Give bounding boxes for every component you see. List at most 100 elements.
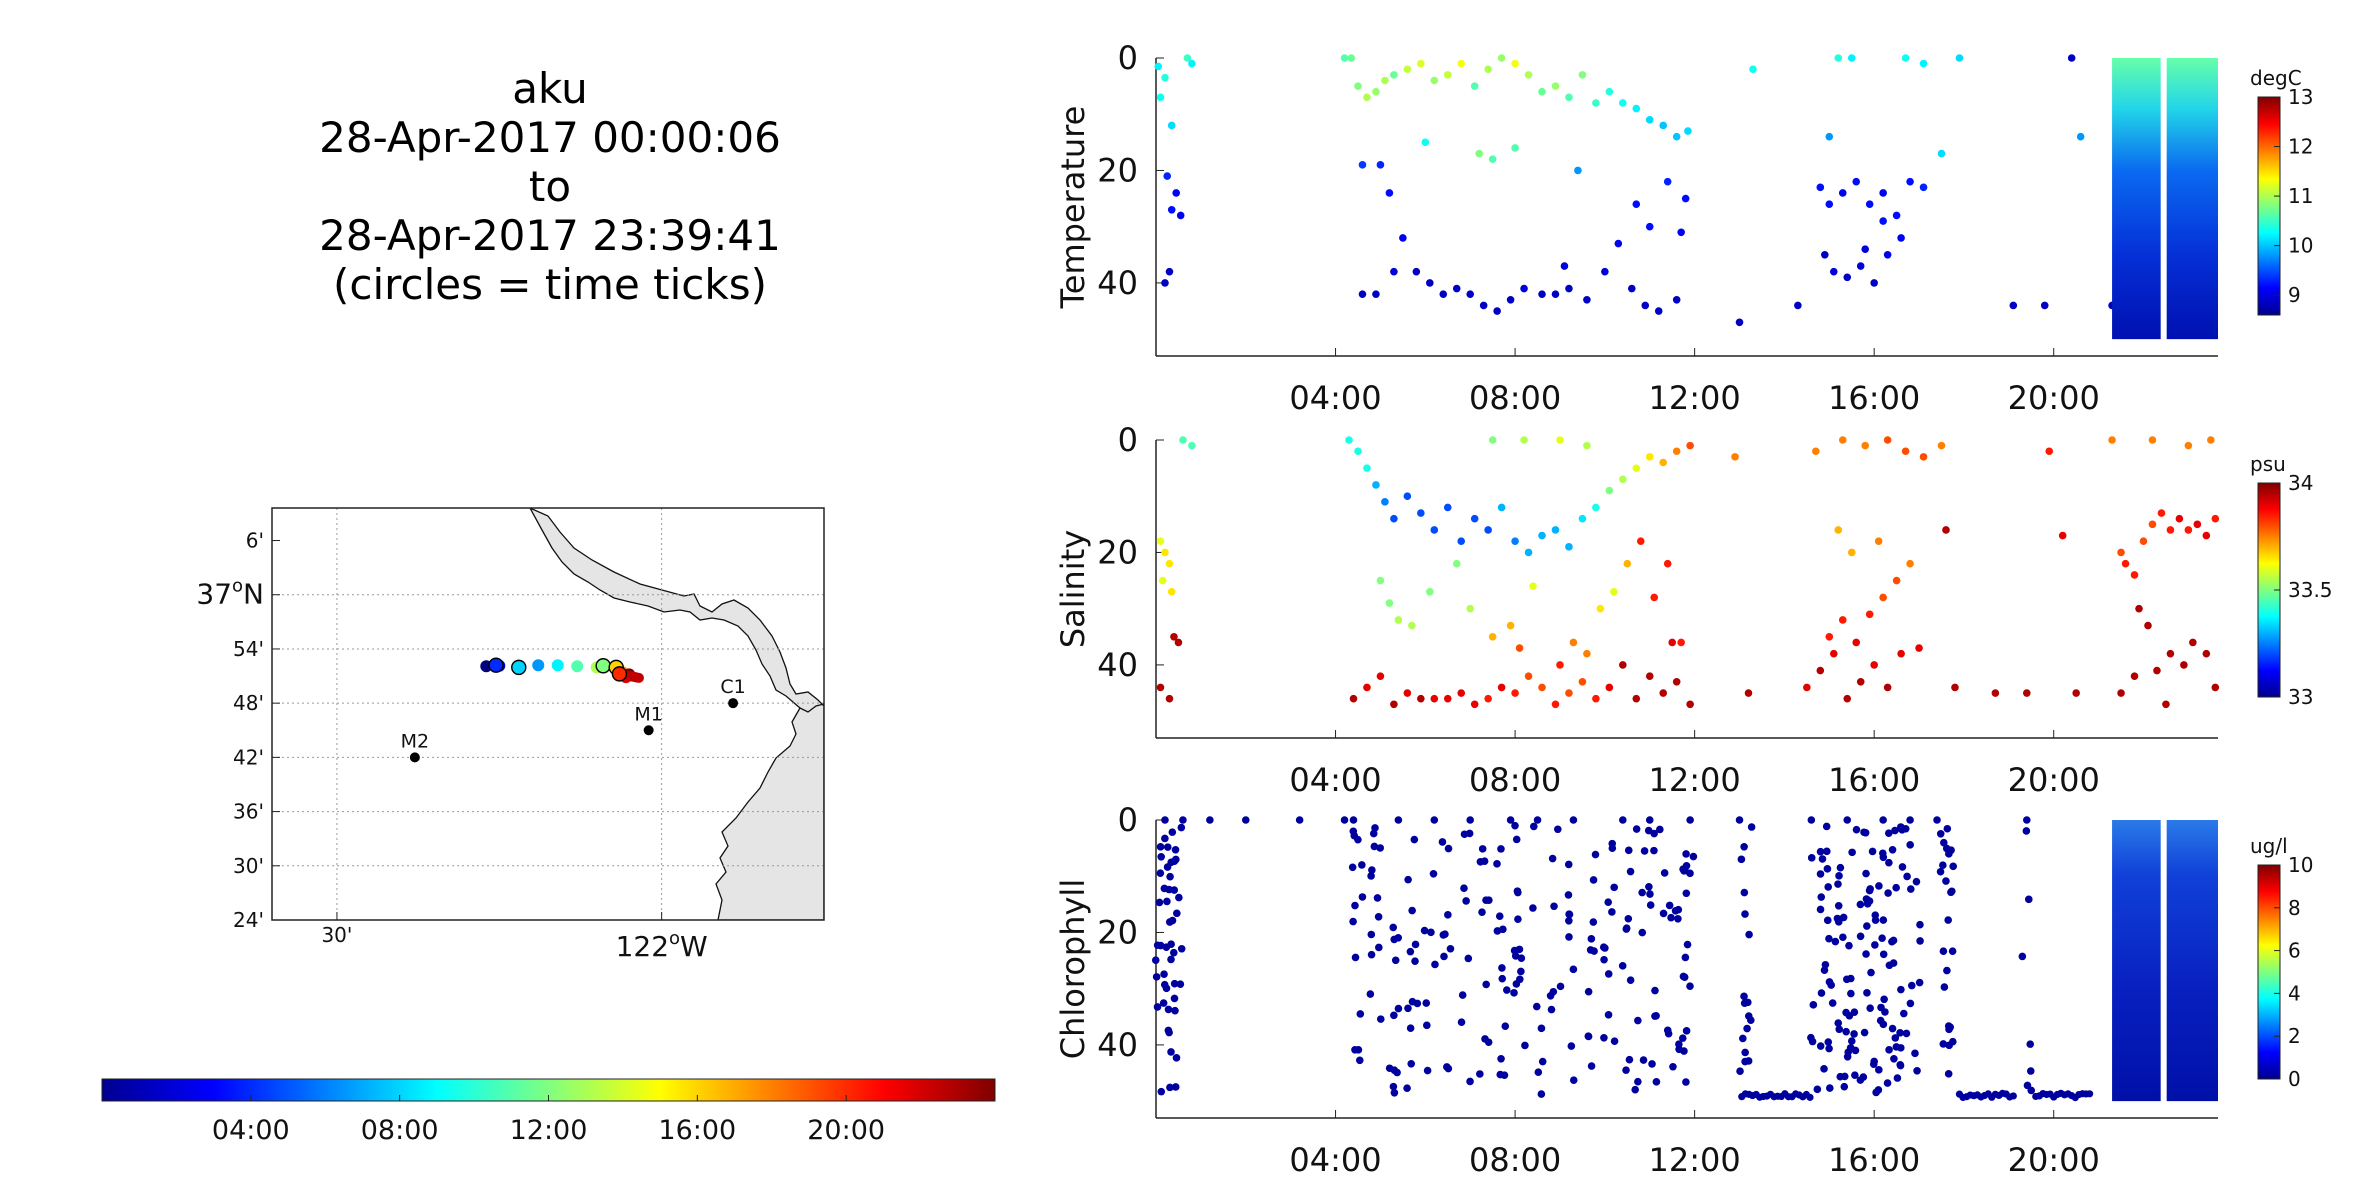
data-point (1838, 616, 1847, 624)
time-colorbar-tick-label: 04:00 (212, 1115, 290, 1146)
data-point (1652, 1011, 1660, 1020)
data-point (1422, 999, 1431, 1007)
data-point (1534, 1068, 1543, 1077)
x-tick-label: 08:00 (1469, 1141, 1561, 1179)
data-point (1188, 59, 1196, 68)
data-point (1848, 848, 1856, 857)
data-point (1634, 1016, 1642, 1025)
data-point (1390, 267, 1398, 276)
data-point (2076, 132, 2085, 141)
data-point (1370, 842, 1379, 851)
x-tick-label: 12:00 (1649, 379, 1741, 417)
data-point (1906, 559, 1914, 568)
data-point (1845, 1011, 1854, 1020)
data-point (1167, 588, 1176, 596)
title-note: (circles = time ticks) (333, 260, 767, 309)
data-point (1863, 989, 1871, 997)
data-point (2117, 548, 2125, 557)
data-point (1668, 638, 1676, 647)
data-point (1812, 447, 1820, 456)
data-point (1680, 1047, 1688, 1055)
data-point (2166, 649, 2175, 658)
data-point (1376, 844, 1385, 852)
data-point (1349, 827, 1358, 836)
data-point (1883, 683, 1892, 692)
data-point (1497, 54, 1506, 62)
map-lon-tick-label: 122oW (616, 928, 708, 963)
data-point (1892, 883, 1900, 892)
data-point (1512, 835, 1521, 844)
data-point (1843, 816, 1852, 824)
data-point (1511, 59, 1519, 68)
data-point (1165, 559, 1174, 568)
data-point (1740, 842, 1748, 851)
data-point (1671, 907, 1680, 915)
data-point (1538, 87, 1546, 96)
data-point (1942, 877, 1950, 885)
data-point (1816, 870, 1825, 878)
data-point (1638, 888, 1646, 897)
data-point (1677, 228, 1685, 237)
data-point (1358, 893, 1367, 901)
data-point (1367, 930, 1376, 939)
data-point (1806, 1093, 1814, 1101)
data-point (1741, 1048, 1749, 1057)
data-point (1351, 953, 1360, 962)
data-point (1865, 200, 1874, 208)
data-point (1295, 816, 1304, 824)
data-point (1163, 172, 1172, 180)
data-point (1839, 933, 1847, 942)
data-point (1385, 189, 1394, 197)
data-point (2148, 520, 2157, 529)
data-point (1394, 1004, 1403, 1013)
data-point (1524, 71, 1533, 79)
data-point (1406, 947, 1415, 956)
data-point (1171, 845, 1180, 854)
data-point (1408, 906, 1416, 915)
data-point (1354, 1046, 1363, 1054)
temperature-panel: 0 20 40 04:00 08:00 12:00 16:00 20:00 Temperatur… (1054, 39, 2313, 417)
data-point (1744, 1012, 1753, 1020)
data-point (1892, 211, 1901, 220)
data-point (1860, 1028, 1869, 1037)
title-start-time: 28-Apr-2017 00:00:06 (319, 113, 781, 162)
data-point (1906, 841, 1914, 849)
data-point (1632, 464, 1641, 472)
data-point (1506, 621, 1515, 630)
data-point (1375, 943, 1383, 952)
data-point (1390, 1088, 1399, 1097)
data-point (1906, 816, 1914, 824)
data-point (1659, 689, 1668, 697)
data-point (1632, 825, 1641, 833)
data-point (1888, 845, 1897, 854)
data-point (2211, 514, 2220, 523)
data-point (1157, 852, 1165, 861)
data-point (1376, 672, 1385, 680)
data-point (1862, 869, 1870, 878)
data-point (1167, 1048, 1175, 1056)
data-point (1466, 604, 1475, 613)
data-point (1349, 694, 1358, 703)
data-point (1843, 273, 1852, 282)
data-point (1915, 644, 1923, 652)
data-point (2022, 827, 2031, 835)
data-point (1852, 825, 1861, 834)
data-point (1170, 979, 1179, 988)
colorbar-tick-label: 6 (2288, 939, 2301, 963)
data-point (1465, 829, 1474, 838)
data-point (2018, 952, 2027, 961)
data-point (1515, 644, 1524, 652)
data-point (1391, 956, 1400, 965)
data-point (1659, 121, 1668, 130)
data-point (1407, 1059, 1416, 1068)
data-point (1939, 947, 1948, 956)
data-point (1403, 65, 1412, 74)
title-block: aku 28-Apr-2017 00:00:06 to 28-Apr-2017 … (240, 64, 860, 309)
data-point (1565, 689, 1573, 697)
data-point (1879, 1020, 1888, 1029)
data-point (1816, 1042, 1825, 1050)
data-point (1600, 1034, 1608, 1042)
data-point (2207, 436, 2215, 444)
data-point (1680, 973, 1689, 981)
data-point (2067, 54, 2076, 62)
